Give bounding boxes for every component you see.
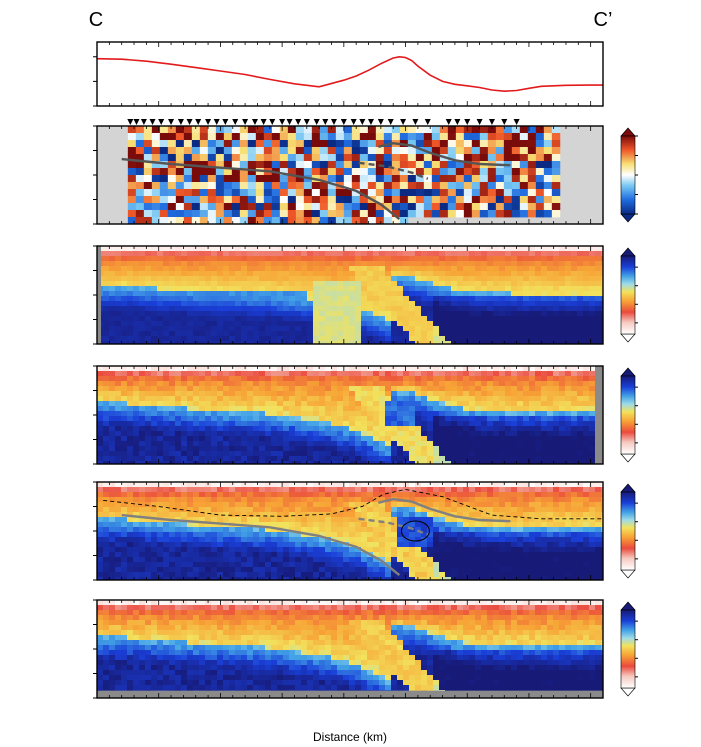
x-axis-label: Distance (km) [313,730,387,744]
station-marker [140,119,147,125]
colorbar-c [620,247,638,343]
station-marker [168,119,175,125]
panel-e-heatmap [97,482,603,580]
station-marker [222,119,229,125]
colorbar-e [620,483,638,579]
colorbar-min-arrow [620,213,636,223]
panel-e-frame [96,481,604,581]
moho-line-invm [358,517,429,536]
colorbar-gradient [620,375,636,455]
station-marker [186,119,193,125]
station-marker [213,119,220,125]
panel-d-frame [96,365,604,465]
moho-line-adm [378,497,511,523]
panel-c-frame [96,245,604,345]
station-marker [133,119,140,125]
station-marker [330,119,337,125]
colorbar-max-arrow [620,247,636,257]
colorbar-max-arrow [620,367,636,377]
station-marker [295,119,302,125]
panels [93,41,638,699]
colorbar-max-arrow [620,127,636,137]
station-marker [424,119,431,125]
station-marker [367,119,374,125]
colorbar-max-arrow [620,483,636,493]
no-data-strip [595,366,603,464]
station-marker [232,119,239,125]
station-marker [488,119,495,125]
station-marker [340,119,347,125]
station-marker [303,119,310,125]
station-marker [269,119,276,125]
colorbar-gradient [620,491,636,571]
station-marker [350,119,357,125]
station-marker [286,119,293,125]
bouguer-anomaly-line [96,55,603,93]
no-data-strip [97,690,603,698]
colorbar-gradient [620,609,636,689]
station-marker [195,119,202,125]
station-marker [322,119,329,125]
moho-line-eurm [121,157,401,221]
station-marker [260,119,267,125]
station-marker [359,119,366,125]
panel-b-heatmap [97,126,603,224]
panel-d-heatmap [97,366,603,464]
station-marker [158,119,165,125]
station-marker [454,119,461,125]
profile-start-label: C [89,9,103,31]
station-marker [149,119,156,125]
colorbar-min-arrow [620,569,636,579]
profile-end-label: C’ [594,9,613,31]
station-marker [513,119,520,125]
station-marker [127,119,134,125]
vs-contour-dashed [103,488,603,520]
colorbar-f [620,601,638,697]
station-marker [476,119,483,125]
station-marker [313,119,320,125]
colorbar-min-arrow [620,453,636,463]
station-marker [377,119,384,125]
panel-f-frame [96,599,604,699]
panel-a-frame [96,41,604,107]
station-marker [445,119,452,125]
station-marker [464,119,471,125]
moho-line-adm [378,141,511,167]
panel-a-background [97,42,603,106]
vs-contour-anomaly [400,520,430,542]
panel-b-frame [96,125,604,225]
no-data-strip [97,246,101,344]
panel-f-heatmap [97,600,603,698]
station-marker [400,119,407,125]
station-marker [251,119,258,125]
panel-e [93,481,638,581]
colorbar-b [620,127,638,223]
station-marker [177,119,184,125]
colorbar-min-arrow [620,333,636,343]
colorbar-gradient [620,255,636,335]
panel-c-heatmap [97,246,603,344]
station-marker [501,119,508,125]
panel-c [93,245,638,345]
station-marker [387,119,394,125]
colorbar-max-arrow [620,601,636,611]
panel-d [93,365,638,465]
station-marker [412,119,419,125]
colorbar-gradient [620,135,636,215]
panel-b [93,119,638,225]
station-marker [279,119,286,125]
station-marker [205,119,212,125]
colorbar-min-arrow [620,687,636,697]
moho-line-invm [358,161,429,180]
station-marker [242,119,249,125]
panel-a [93,41,604,107]
panel-f [93,599,638,699]
colorbar-d [620,367,638,463]
moho-line-eurm [121,513,401,577]
